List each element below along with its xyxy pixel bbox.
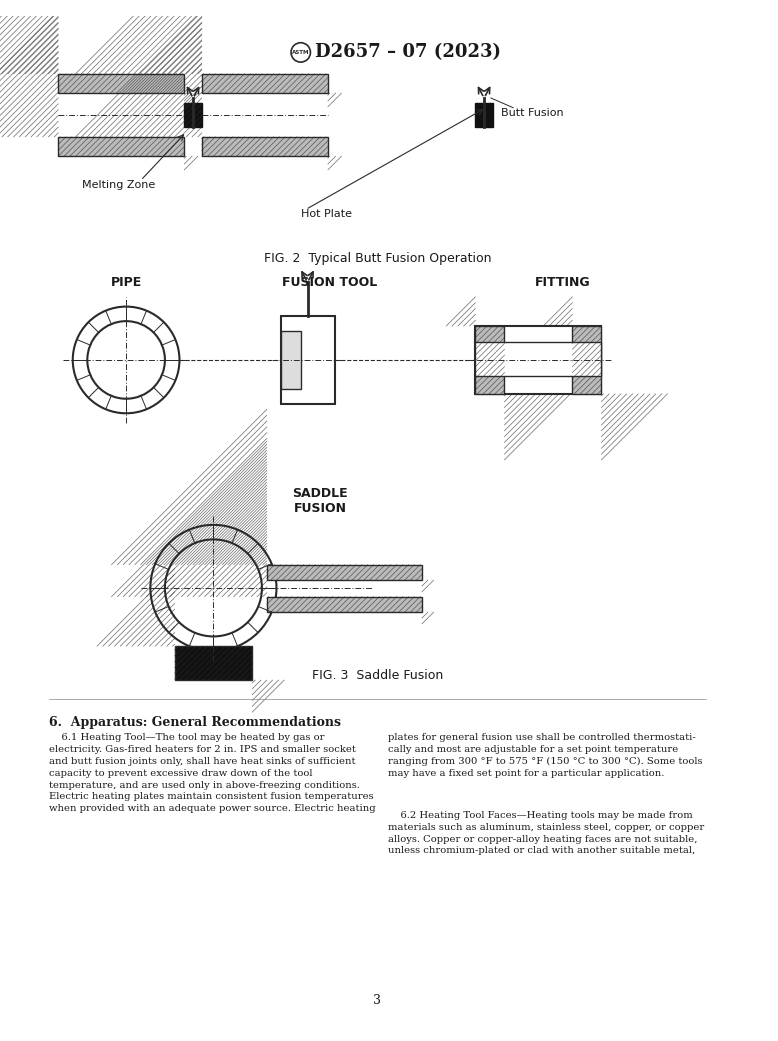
Text: PIPE: PIPE	[110, 276, 142, 288]
Circle shape	[87, 321, 165, 399]
Text: FIG. 3  Saddle Fusion: FIG. 3 Saddle Fusion	[312, 668, 443, 682]
Text: FUSION TOOL: FUSION TOOL	[282, 276, 377, 288]
Bar	[202, 74, 328, 93]
Bar	[174, 646, 252, 680]
Bar	[282, 316, 335, 404]
Bar	[475, 103, 492, 127]
Circle shape	[150, 525, 276, 651]
Text: Hot Plate: Hot Plate	[301, 209, 352, 220]
Text: 3: 3	[373, 994, 381, 1007]
Text: 6.  Apparatus: General Recommendations: 6. Apparatus: General Recommendations	[48, 716, 341, 729]
Circle shape	[73, 307, 180, 413]
Text: ASTM: ASTM	[292, 50, 310, 55]
Bar	[282, 331, 301, 389]
Text: Butt Fusion: Butt Fusion	[501, 107, 564, 118]
Bar	[184, 103, 202, 127]
Bar	[475, 342, 601, 377]
Text: plates for general fusion use shall be controlled thermostati-
cally and most ar: plates for general fusion use shall be c…	[388, 734, 703, 778]
Bar	[267, 564, 422, 580]
Bar	[573, 326, 601, 393]
Bar	[58, 74, 184, 93]
Bar	[58, 136, 184, 156]
Text: FIG. 2  Typical Butt Fusion Operation: FIG. 2 Typical Butt Fusion Operation	[264, 252, 491, 264]
Text: 6.2 Heating Tool Faces—Heating tools may be made from
materials such as aluminum: 6.2 Heating Tool Faces—Heating tools may…	[388, 811, 704, 856]
Text: D2657 – 07 (2023): D2657 – 07 (2023)	[315, 44, 501, 61]
Text: Melting Zone: Melting Zone	[82, 180, 156, 191]
Text: 6.1 Heating Tool—The tool may be heated by gas or
electricity. Gas-fired heaters: 6.1 Heating Tool—The tool may be heated …	[48, 734, 375, 813]
Text: FITTING: FITTING	[534, 276, 591, 288]
Circle shape	[165, 539, 262, 636]
Bar	[475, 326, 504, 393]
Bar	[267, 596, 422, 612]
Bar	[202, 136, 328, 156]
Bar	[475, 326, 601, 393]
Text: SADDLE
FUSION: SADDLE FUSION	[293, 486, 348, 514]
